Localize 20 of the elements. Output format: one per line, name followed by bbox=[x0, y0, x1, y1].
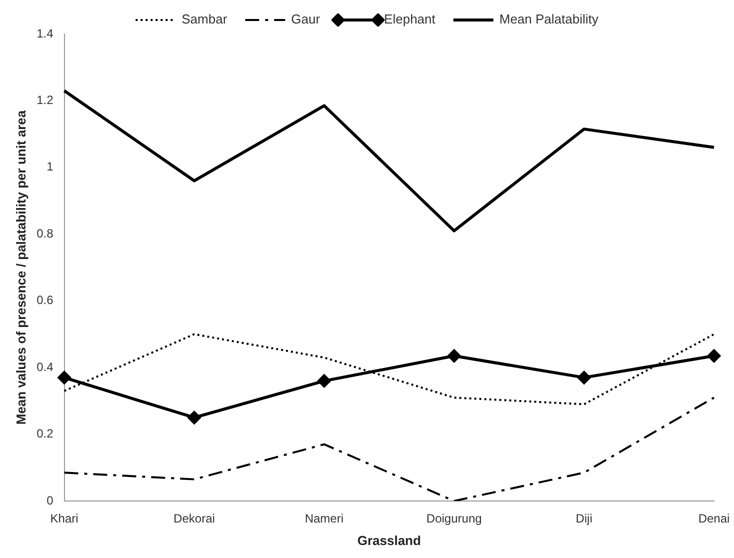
y-tick-label: 1.4 bbox=[36, 26, 54, 40]
x-tick-label: Denai bbox=[698, 512, 730, 526]
y-tick-label: 1 bbox=[46, 160, 54, 174]
y-tick-label: 0.4 bbox=[36, 360, 54, 374]
y-tick-label: 0.2 bbox=[36, 426, 54, 441]
y-tick-label: 0 bbox=[46, 493, 54, 508]
legend-label: Gaur bbox=[291, 12, 321, 27]
x-tick-label: Doigurung bbox=[426, 512, 482, 526]
legend-label: Mean Palatability bbox=[499, 12, 599, 27]
x-tick-label: Dekorai bbox=[174, 512, 215, 526]
legend-label: Elephant bbox=[384, 12, 436, 27]
y-tick-label: 0.8 bbox=[36, 226, 54, 240]
x-tick-label: Khari bbox=[50, 512, 78, 526]
y-tick-label: 1.2 bbox=[36, 93, 54, 108]
x-tick-label: Diji bbox=[576, 512, 592, 526]
x-axis-title: Grassland bbox=[357, 532, 421, 548]
x-tick-label: Nameri bbox=[304, 512, 344, 526]
y-axis-title: Mean values of presence / palatability per unit area bbox=[13, 110, 28, 425]
y-tick-label: 0.6 bbox=[36, 293, 54, 308]
legend-label: Sambar bbox=[182, 12, 228, 27]
